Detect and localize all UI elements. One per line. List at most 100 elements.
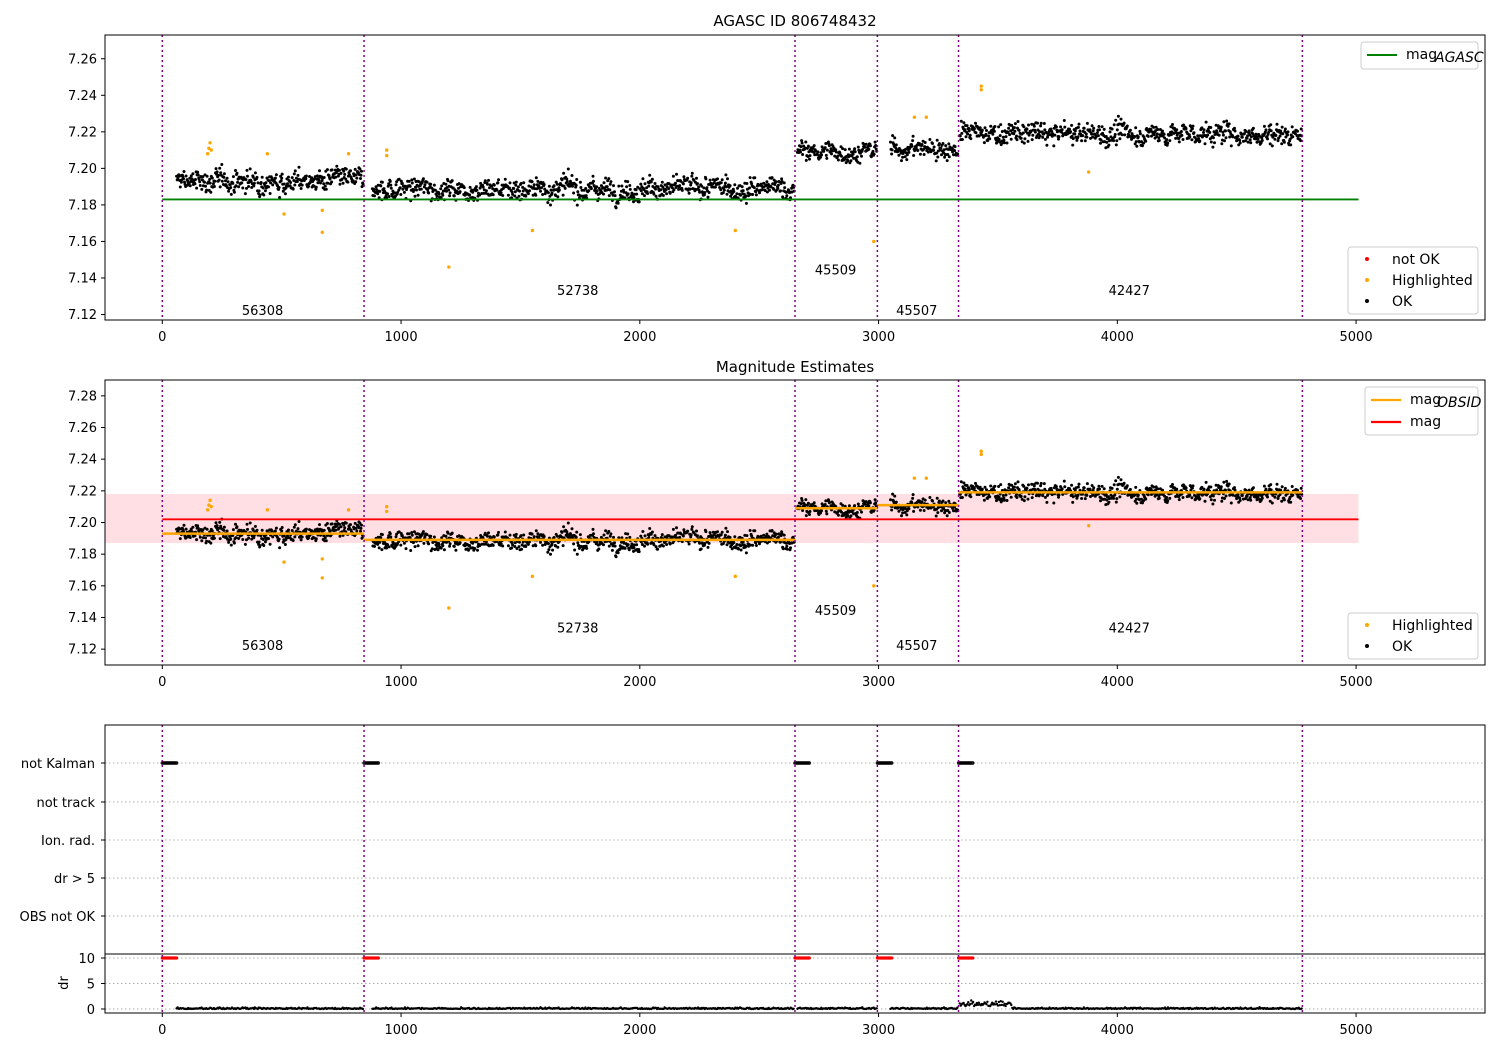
- ok-point: [299, 538, 303, 542]
- ok-point: [1235, 139, 1239, 143]
- ok-point: [702, 186, 706, 190]
- ok-point: [380, 533, 384, 537]
- not-kalman-marker: [376, 761, 381, 765]
- ok-point: [972, 127, 976, 131]
- ok-point: [399, 193, 403, 196]
- ok-point: [1255, 498, 1259, 502]
- legend-label: OK: [1392, 639, 1413, 655]
- ok-point: [1112, 123, 1116, 127]
- ok-point: [620, 184, 624, 188]
- ok-point: [518, 189, 521, 193]
- ok-point: [441, 193, 445, 197]
- ok-point: [704, 177, 708, 181]
- ok-point: [1189, 129, 1193, 133]
- ok-point: [900, 159, 903, 163]
- ok-point: [562, 525, 566, 529]
- ok-point: [682, 175, 686, 179]
- x-tick-label: 0: [158, 330, 166, 345]
- ok-point: [475, 188, 479, 192]
- ok-point: [998, 134, 1002, 138]
- ok-point: [396, 191, 400, 194]
- highlighted-point: [912, 115, 917, 119]
- ok-point: [322, 176, 326, 179]
- ok-point: [328, 177, 332, 181]
- ok-point: [649, 532, 653, 536]
- ok-point: [1114, 118, 1118, 122]
- ok-point: [623, 546, 627, 550]
- ok-point: [737, 547, 740, 551]
- ok-point: [800, 139, 804, 143]
- ok-point: [1002, 498, 1006, 502]
- ok-point: [292, 172, 296, 176]
- highlighted-point: [872, 584, 876, 588]
- ok-point: [733, 183, 737, 187]
- ok-point: [940, 153, 943, 157]
- ok-point: [891, 492, 895, 496]
- ok-point: [678, 535, 682, 539]
- ok-point: [229, 543, 233, 547]
- ok-point: [497, 530, 500, 534]
- ok-point: [382, 187, 386, 191]
- ok-point: [1013, 122, 1017, 126]
- ok-point: [978, 126, 982, 130]
- ok-point: [1016, 120, 1020, 123]
- ok-point: [399, 179, 403, 183]
- ok-point: [1009, 495, 1013, 499]
- ok-point: [1155, 132, 1159, 136]
- ok-point: [1204, 120, 1208, 124]
- ok-point: [983, 126, 987, 130]
- ok-point: [1249, 493, 1253, 497]
- obsid-label: 45507: [896, 304, 937, 319]
- dr-high-marker: [376, 956, 380, 960]
- ok-point: [1076, 135, 1080, 139]
- ok-point: [670, 183, 674, 187]
- ok-point: [1022, 141, 1026, 145]
- ok-point: [262, 544, 266, 547]
- ok-point: [861, 504, 864, 508]
- ok-point: [334, 528, 338, 532]
- ok-point: [344, 167, 348, 171]
- ok-point: [989, 124, 993, 128]
- ok-point: [413, 545, 417, 549]
- ok-point: [231, 528, 235, 532]
- ok-point: [1045, 500, 1049, 504]
- ok-point: [1071, 495, 1075, 499]
- ok-point: [1270, 501, 1274, 505]
- ok-point: [1015, 496, 1019, 499]
- ok-point: [748, 186, 751, 190]
- ok-point: [735, 192, 739, 196]
- ok-point: [501, 194, 505, 197]
- ok-point: [1158, 128, 1162, 131]
- ok-point: [585, 546, 589, 550]
- ok-point: [399, 543, 403, 547]
- dr-tick-label: 5: [87, 978, 95, 993]
- ok-point: [1213, 141, 1216, 145]
- ok-point: [920, 143, 924, 146]
- ok-point: [258, 544, 262, 548]
- ok-point: [911, 134, 915, 138]
- highlighted-point: [1086, 170, 1091, 174]
- ok-point: [703, 541, 707, 545]
- ok-point: [1278, 134, 1282, 138]
- ok-point: [616, 201, 620, 205]
- ok-point: [182, 177, 185, 181]
- ok-point: [735, 543, 739, 546]
- legend-label: not OK: [1392, 252, 1440, 268]
- ok-point: [205, 527, 209, 531]
- ok-point: [429, 534, 433, 538]
- ok-point: [922, 509, 926, 512]
- ok-point: [1095, 131, 1099, 135]
- ok-point: [1252, 134, 1256, 138]
- ok-point: [1248, 138, 1252, 142]
- ok-point: [229, 537, 233, 541]
- ok-point: [699, 547, 703, 551]
- ok-point: [719, 533, 723, 537]
- ok-point: [196, 173, 200, 177]
- ok-point: [613, 544, 617, 548]
- ok-point: [1122, 481, 1126, 485]
- ok-point: [834, 150, 838, 154]
- highlighted-point: [207, 503, 211, 507]
- flag-row-label: dr > 5: [54, 872, 95, 887]
- ok-point: [1134, 485, 1138, 489]
- ok-point: [752, 186, 756, 190]
